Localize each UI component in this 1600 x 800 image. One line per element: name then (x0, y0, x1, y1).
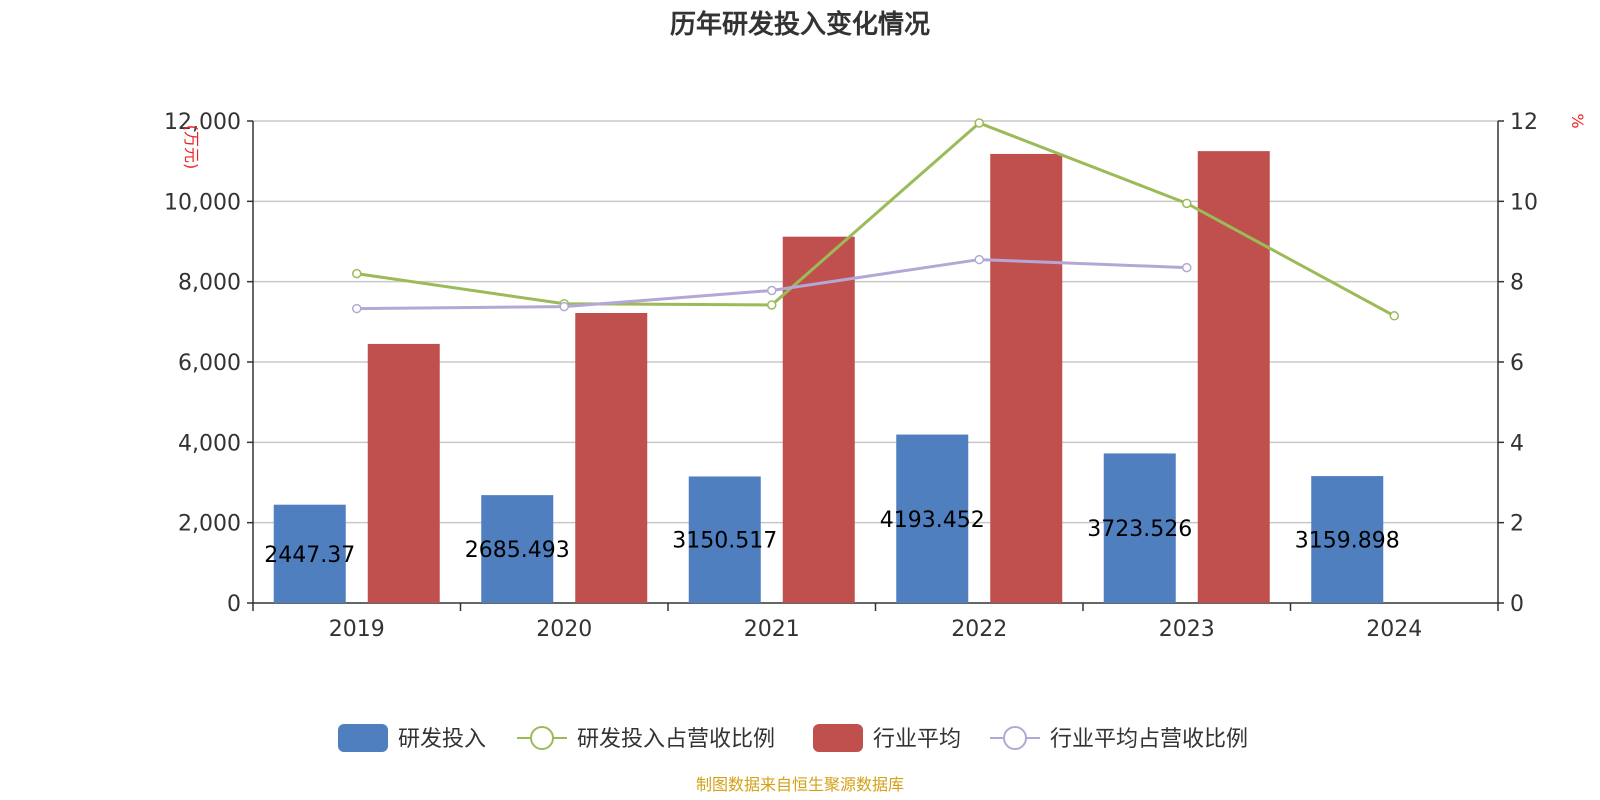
data-label: 3150.517 (672, 529, 777, 554)
legend-label: 行业平均 (873, 727, 961, 752)
legend-swatch (338, 724, 388, 752)
data-label: 2447.37 (264, 543, 355, 568)
grid-lines (253, 120, 1498, 524)
y-left-tick-label: 10,000 (164, 190, 241, 215)
bar (990, 153, 1063, 604)
line-point (767, 285, 777, 296)
line-point (1182, 198, 1192, 209)
bar (1103, 453, 1176, 603)
x-tick-label: 2019 (329, 617, 385, 642)
legend-swatch (813, 724, 863, 752)
data-label: 4193.452 (880, 508, 985, 533)
line-point (767, 300, 777, 310)
data-label: 3723.526 (1087, 517, 1192, 542)
x-tick-label: 2021 (744, 617, 800, 642)
y-left-tick-label: 8,000 (178, 271, 241, 296)
bar (575, 312, 648, 603)
bar (782, 236, 855, 603)
legend: 研发投入 研发投入占营收比例 行业平均 行业平均占营收比例 (338, 724, 1248, 752)
line-point (974, 118, 984, 128)
line-point (352, 268, 362, 279)
y-right-tick-label: 2 (1510, 512, 1524, 537)
line-point (352, 303, 362, 314)
y-left-tick-label: 0 (227, 592, 241, 617)
legend-swatch-marker (530, 726, 554, 750)
y-right-tick-label: 8 (1510, 271, 1524, 296)
data-label: 3159.898 (1295, 529, 1400, 554)
line-point (559, 301, 569, 312)
lines (352, 118, 1399, 321)
legend-label: 研发投入 (398, 727, 486, 752)
y-left-tick-label: 12,000 (164, 110, 241, 135)
bar (273, 504, 346, 603)
y-right-unit: % (1568, 113, 1587, 128)
series-line (356, 121, 1395, 318)
y-left-tick-label: 2,000 (178, 512, 241, 537)
line-point (1389, 311, 1399, 321)
legend-label: 行业平均占营收比例 (1050, 727, 1248, 752)
axes: 0 2,000 4,000 6,000 8,000 10,000 12,000 0 2 4 6 8 10… (164, 110, 1587, 642)
y-left-unit: (万元) (182, 125, 201, 170)
legend-label: 研发投入占营收比例 (577, 727, 775, 752)
source-note: 制图数据来自恒生聚源数据库 (696, 775, 904, 794)
bar (1197, 151, 1270, 603)
legend-swatch-marker (1003, 726, 1027, 750)
y-left-tick-label: 4,000 (178, 431, 241, 456)
bar (688, 476, 761, 603)
chart-title: 历年研发投入变化情况 (670, 9, 930, 40)
data-label: 2685.493 (465, 538, 570, 563)
bar (1311, 476, 1384, 603)
bar (896, 434, 969, 603)
y-right-tick-label: 12 (1510, 110, 1538, 135)
bars (273, 151, 1384, 604)
bar (367, 343, 440, 603)
y-right-tick-label: 10 (1510, 190, 1538, 215)
y-right-tick-label: 6 (1510, 351, 1524, 376)
bar (481, 495, 554, 603)
line-point (1182, 262, 1192, 273)
y-right-tick-label: 4 (1510, 431, 1524, 456)
data-labels: 2447.37 2685.493 3150.517 4193.452 3723.526 3… (264, 508, 1399, 568)
line-point (974, 254, 984, 265)
y-right-tick-label: 0 (1510, 592, 1524, 617)
x-tick-label: 2023 (1159, 617, 1215, 642)
x-tick-label: 2020 (536, 617, 592, 642)
x-tick-label: 2022 (951, 617, 1007, 642)
y-left-tick-label: 6,000 (178, 351, 241, 376)
x-tick-label: 2024 (1366, 617, 1422, 642)
